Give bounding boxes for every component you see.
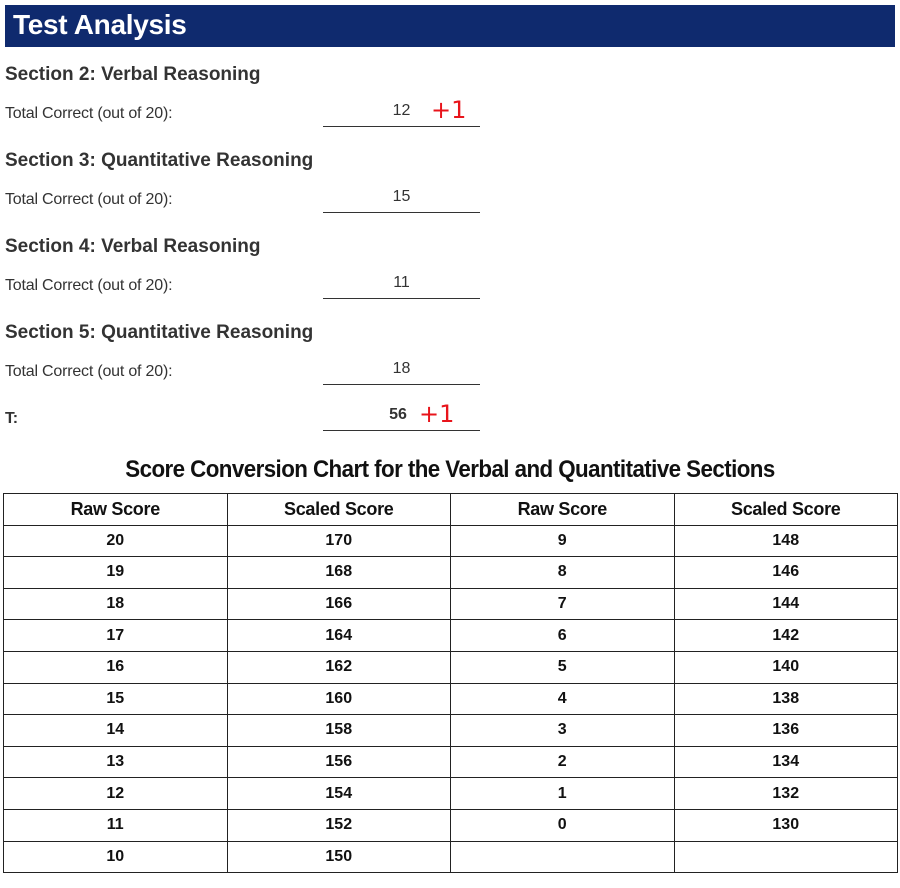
section-3-label: Total Correct (out of 20): bbox=[5, 191, 173, 208]
scaled-score-cell: 162 bbox=[226, 650, 451, 684]
table-row: 19 168 8 146 bbox=[3, 556, 898, 589]
scaled-score-cell: 144 bbox=[673, 587, 898, 621]
scaled-score-cell: 168 bbox=[226, 556, 451, 589]
scaled-score-cell: 156 bbox=[226, 745, 451, 779]
section-4-value: 11 bbox=[393, 274, 410, 291]
section-2-value: 12 bbox=[392, 102, 411, 119]
scaled-score-cell: 166 bbox=[226, 587, 451, 621]
header-scaled-score-1: Scaled Score bbox=[226, 493, 451, 526]
scaled-score-cell: 170 bbox=[226, 524, 451, 558]
section-5-label: Total Correct (out of 20): bbox=[5, 363, 173, 380]
scaled-score-cell: 136 bbox=[673, 714, 898, 747]
raw-score-cell: 18 bbox=[3, 587, 228, 621]
header-scaled-score-2: Scaled Score bbox=[673, 493, 898, 526]
scaled-score-cell: 152 bbox=[226, 808, 451, 842]
table-row: 13 156 2 134 bbox=[3, 745, 898, 779]
scaled-score-cell: 160 bbox=[226, 682, 451, 716]
section-3-value-field: 15 bbox=[323, 186, 480, 213]
total-value-field: 56 +1 bbox=[323, 400, 480, 431]
raw-score-cell: 0 bbox=[450, 808, 675, 842]
total-label: T: bbox=[5, 410, 18, 427]
raw-score-cell bbox=[450, 840, 675, 874]
raw-score-cell: 19 bbox=[3, 556, 228, 589]
scaled-score-cell: 154 bbox=[226, 777, 451, 810]
raw-score-cell: 9 bbox=[450, 524, 675, 558]
raw-score-cell: 10 bbox=[3, 840, 228, 874]
section-4-value-field: 11 bbox=[323, 272, 480, 299]
raw-score-cell: 17 bbox=[3, 619, 228, 652]
total-annotation: +1 bbox=[419, 400, 455, 428]
scaled-score-cell: 164 bbox=[226, 619, 451, 652]
conversion-chart-title: Score Conversion Chart for the Verbal an… bbox=[125, 456, 775, 483]
total-value: 56 bbox=[389, 406, 407, 423]
table-row: 17 164 6 142 bbox=[3, 619, 898, 652]
table-row: 15 160 4 138 bbox=[3, 682, 898, 716]
scaled-score-cell bbox=[673, 840, 898, 874]
score-conversion-table: Raw Score Scaled Score Raw Score Scaled … bbox=[3, 493, 898, 874]
scaled-score-cell: 158 bbox=[226, 714, 451, 747]
scaled-score-cell: 132 bbox=[673, 777, 898, 810]
scaled-score-cell: 146 bbox=[673, 556, 898, 589]
table-row: 12 154 1 132 bbox=[3, 777, 898, 810]
table-row: 14 158 3 136 bbox=[3, 714, 898, 747]
table-row: 16 162 5 140 bbox=[3, 650, 898, 684]
raw-score-cell: 5 bbox=[450, 650, 675, 684]
section-2-title: Section 2: Verbal Reasoning bbox=[5, 64, 261, 85]
page-title: Test Analysis bbox=[13, 9, 187, 40]
section-3-value: 15 bbox=[392, 188, 411, 205]
raw-score-cell: 13 bbox=[3, 745, 228, 779]
header-raw-score-2: Raw Score bbox=[450, 493, 675, 526]
raw-score-cell: 1 bbox=[450, 777, 675, 810]
raw-score-cell: 2 bbox=[450, 745, 675, 779]
scaled-score-cell: 150 bbox=[226, 840, 451, 874]
section-3-title: Section 3: Quantitative Reasoning bbox=[5, 150, 314, 171]
section-2-label: Total Correct (out of 20): bbox=[5, 105, 173, 122]
header-raw-score-1: Raw Score bbox=[3, 493, 228, 526]
header-bar: Test Analysis bbox=[5, 5, 895, 47]
section-2-annotation: +1 bbox=[431, 96, 467, 124]
raw-score-cell: 16 bbox=[3, 650, 228, 684]
table-row: 10 150 bbox=[3, 840, 898, 874]
raw-score-cell: 15 bbox=[3, 682, 228, 716]
table-row: 20 170 9 148 bbox=[3, 524, 898, 558]
raw-score-cell: 14 bbox=[3, 714, 228, 747]
section-5-value: 18 bbox=[392, 360, 411, 377]
scaled-score-cell: 138 bbox=[673, 682, 898, 716]
section-4-title: Section 4: Verbal Reasoning bbox=[5, 236, 261, 257]
section-5-value-field: 18 bbox=[323, 358, 480, 385]
table-body: 20 170 9 148 19 168 8 146 18 166 7 144 17 164 6 142 16 16… bbox=[3, 524, 898, 874]
table-row: 18 166 7 144 bbox=[3, 587, 898, 621]
section-2-value-field: 12 +1 bbox=[323, 96, 480, 127]
scaled-score-cell: 148 bbox=[673, 524, 898, 558]
raw-score-cell: 6 bbox=[450, 619, 675, 652]
table-row: 11 152 0 130 bbox=[3, 808, 898, 842]
raw-score-cell: 20 bbox=[3, 524, 228, 558]
scaled-score-cell: 134 bbox=[673, 745, 898, 779]
scaled-score-cell: 142 bbox=[673, 619, 898, 652]
section-4-label: Total Correct (out of 20): bbox=[5, 277, 173, 294]
table-header-row: Raw Score Scaled Score Raw Score Scaled … bbox=[3, 493, 898, 526]
raw-score-cell: 3 bbox=[450, 714, 675, 747]
section-5-title: Section 5: Quantitative Reasoning bbox=[5, 322, 314, 343]
raw-score-cell: 8 bbox=[450, 556, 675, 589]
scaled-score-cell: 140 bbox=[673, 650, 898, 684]
raw-score-cell: 12 bbox=[3, 777, 228, 810]
raw-score-cell: 7 bbox=[450, 587, 675, 621]
raw-score-cell: 4 bbox=[450, 682, 675, 716]
raw-score-cell: 11 bbox=[3, 808, 228, 842]
scaled-score-cell: 130 bbox=[673, 808, 898, 842]
